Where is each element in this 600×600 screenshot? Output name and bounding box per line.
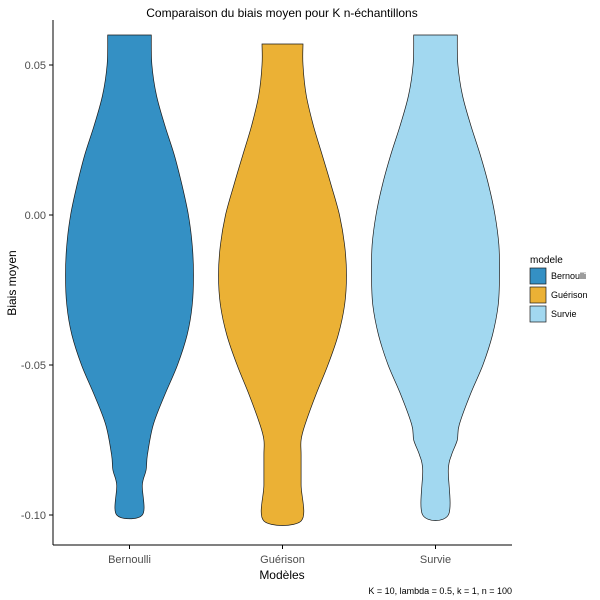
x-tick-label: Bernoulli [108,554,151,566]
violins-group [65,34,500,526]
y-tick-label: 0.05 [25,60,46,72]
legend-swatch [529,286,547,304]
legend: modele Bernoulli Guérison Survie [529,255,588,323]
violin-bernoulli [65,34,194,520]
violin-guérison [218,43,347,526]
legend-swatch [529,305,547,323]
violin-survie [371,34,500,521]
chart-caption: K = 10, lambda = 0.5, k = 1, n = 100 [368,586,512,596]
legend-label: Guérison [551,290,588,300]
chart-title: Comparaison du biais moyen pour K n-écha… [146,6,417,20]
y-axis-title: Biais moyen [5,250,19,315]
y-tick-label: -0.05 [21,360,46,372]
x-axis-title: Modèles [259,568,304,582]
legend-title: modele [530,255,563,266]
legend-swatch [529,267,547,285]
legend-label: Bernoulli [551,271,586,281]
y-tick-label: -0.10 [21,510,46,522]
x-axis-ticks: Bernoulli Guérison Survie [108,545,451,566]
y-tick-label: 0.00 [25,210,46,222]
x-tick-label: Survie [420,554,451,566]
legend-label: Survie [551,309,577,319]
y-axis-ticks: 0.05 0.00 -0.05 -0.10 [21,60,53,522]
x-tick-label: Guérison [260,554,305,566]
